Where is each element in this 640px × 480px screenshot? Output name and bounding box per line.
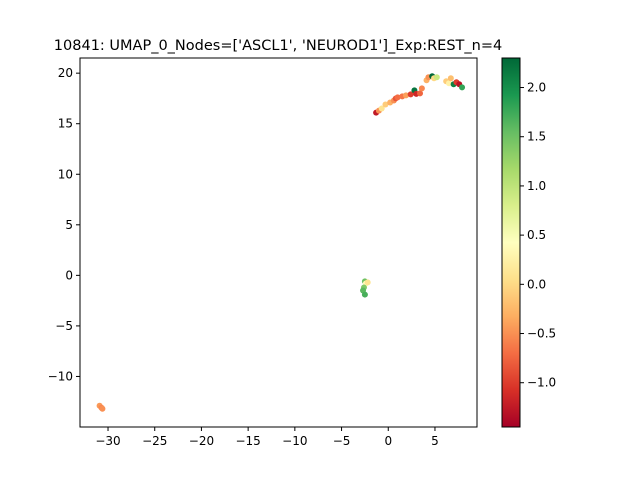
x-tick-label: −15 xyxy=(235,434,260,448)
y-tick-label: 10 xyxy=(58,167,73,181)
y-axis: −10 −5 0 5 10 15 20 xyxy=(48,66,80,383)
colorbar-tick-label: 1.0 xyxy=(527,179,546,193)
x-tick-label: −20 xyxy=(189,434,214,448)
scatter-point-11 xyxy=(378,105,385,112)
colorbar-tick-label: 0.0 xyxy=(527,277,546,291)
colorbar-tick-label: −1.0 xyxy=(527,376,556,390)
colorbar-tick-label: 0.5 xyxy=(527,228,546,242)
y-tick-label: 0 xyxy=(65,268,73,282)
scatter-point-2 xyxy=(99,405,106,412)
chart-title: 10841: UMAP_0_Nodes=['ASCL1', 'NEUROD1']… xyxy=(54,38,502,54)
y-tick-label: −5 xyxy=(55,319,73,333)
colorbar-tick-label: −0.5 xyxy=(527,327,556,341)
plot-area xyxy=(79,57,478,428)
y-tick-label: 20 xyxy=(58,66,73,80)
scatter-point-28 xyxy=(433,74,440,81)
y-tick-label: −10 xyxy=(48,369,73,383)
scatter-point-22 xyxy=(417,90,424,97)
colorbar-gradient xyxy=(501,57,521,428)
colorbar-tick-label: 2.0 xyxy=(527,81,546,95)
scatter-point-12 xyxy=(382,101,389,108)
y-tick-label: 15 xyxy=(58,117,73,131)
x-tick-label: −5 xyxy=(333,434,351,448)
colorbar-axis: −1.0 −0.5 0.0 0.5 1.0 1.5 2.0 xyxy=(520,81,556,390)
scatter-point-7 xyxy=(361,291,368,298)
scatter-point-23 xyxy=(418,85,425,92)
x-axis: −30 −25 −20 −15 −10 −5 0 5 xyxy=(95,427,439,448)
scatter-points xyxy=(96,73,466,412)
scatter-point-30 xyxy=(445,80,452,87)
scatter-point-19 xyxy=(407,91,414,98)
scatter-point-31 xyxy=(447,75,454,82)
x-tick-label: 0 xyxy=(384,434,392,448)
scatter-point-8 xyxy=(364,279,371,286)
scatter-point-18 xyxy=(403,92,410,99)
scatter-point-16 xyxy=(394,94,401,101)
scatter-point-35 xyxy=(459,84,466,91)
colorbar-tick-label: 1.5 xyxy=(527,130,546,144)
colorbar: −1.0 −0.5 0.0 0.5 1.0 1.5 2.0 xyxy=(501,57,556,428)
x-tick-label: −30 xyxy=(95,434,120,448)
x-tick-label: −10 xyxy=(282,434,307,448)
x-tick-label: 5 xyxy=(431,434,439,448)
y-tick-label: 5 xyxy=(65,218,73,232)
x-tick-label: −25 xyxy=(142,434,167,448)
